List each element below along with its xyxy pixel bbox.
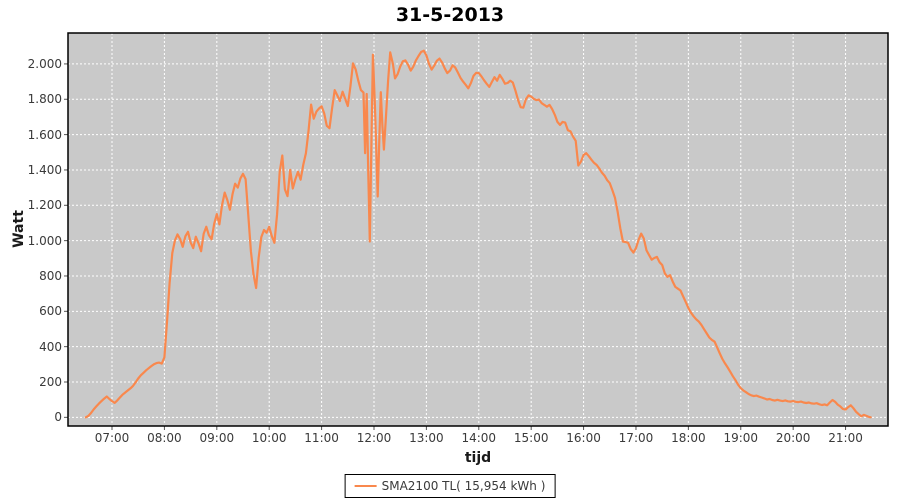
legend-series-label: SMA2100 TL( 15,954 kWh ) bbox=[381, 479, 546, 493]
x-axis-tick-label: 07:00 bbox=[94, 431, 130, 445]
x-axis-tick-label: 21:00 bbox=[828, 431, 863, 445]
legend-line-swatch bbox=[354, 485, 377, 487]
x-axis-tick-label: 10:00 bbox=[251, 431, 287, 445]
x-axis-tick-label: 14:00 bbox=[461, 431, 497, 445]
y-axis-tick-label: 0 bbox=[54, 410, 62, 425]
y-axis-tick-label: 1.200 bbox=[27, 198, 62, 213]
x-axis-title: tijd bbox=[464, 450, 492, 466]
x-axis-tick-label: 15:00 bbox=[513, 431, 549, 445]
x-axis-tick-label: 11:00 bbox=[304, 431, 339, 445]
x-axis-tick-label: 09:00 bbox=[199, 431, 235, 445]
x-axis-tick-label: 13:00 bbox=[409, 431, 444, 445]
y-axis-tick-label: 1.600 bbox=[27, 127, 62, 142]
y-axis-tick-label: 1.400 bbox=[27, 162, 62, 177]
y-axis-tick-label: 1.000 bbox=[27, 233, 62, 248]
power-line-series bbox=[84, 49, 872, 419]
x-axis-tick-label: 18:00 bbox=[671, 431, 706, 445]
x-axis-tick-label: 20:00 bbox=[775, 431, 811, 445]
x-axis-tick-label: 12:00 bbox=[356, 431, 392, 445]
y-axis-title: Watt bbox=[11, 210, 27, 248]
legend: SMA2100 TL( 15,954 kWh ) bbox=[344, 474, 556, 498]
y-axis-tick-label: 200 bbox=[39, 374, 62, 389]
plot-border bbox=[67, 32, 889, 427]
x-axis-tick-label: 16:00 bbox=[566, 431, 601, 445]
x-axis-tick-label: 17:00 bbox=[618, 431, 654, 445]
y-axis-tick-label: 1.800 bbox=[27, 92, 62, 107]
y-axis-tick-label: 800 bbox=[39, 268, 62, 283]
y-axis-tick-label: 400 bbox=[39, 339, 62, 354]
chart-title: 31-5-2013 bbox=[395, 4, 505, 26]
x-axis-tick-label: 08:00 bbox=[147, 431, 182, 445]
y-axis-tick-label: 600 bbox=[39, 304, 62, 319]
plot-background bbox=[68, 33, 888, 426]
y-axis-tick-label: 2.000 bbox=[27, 56, 62, 71]
x-axis-tick-label: 19:00 bbox=[723, 431, 759, 445]
